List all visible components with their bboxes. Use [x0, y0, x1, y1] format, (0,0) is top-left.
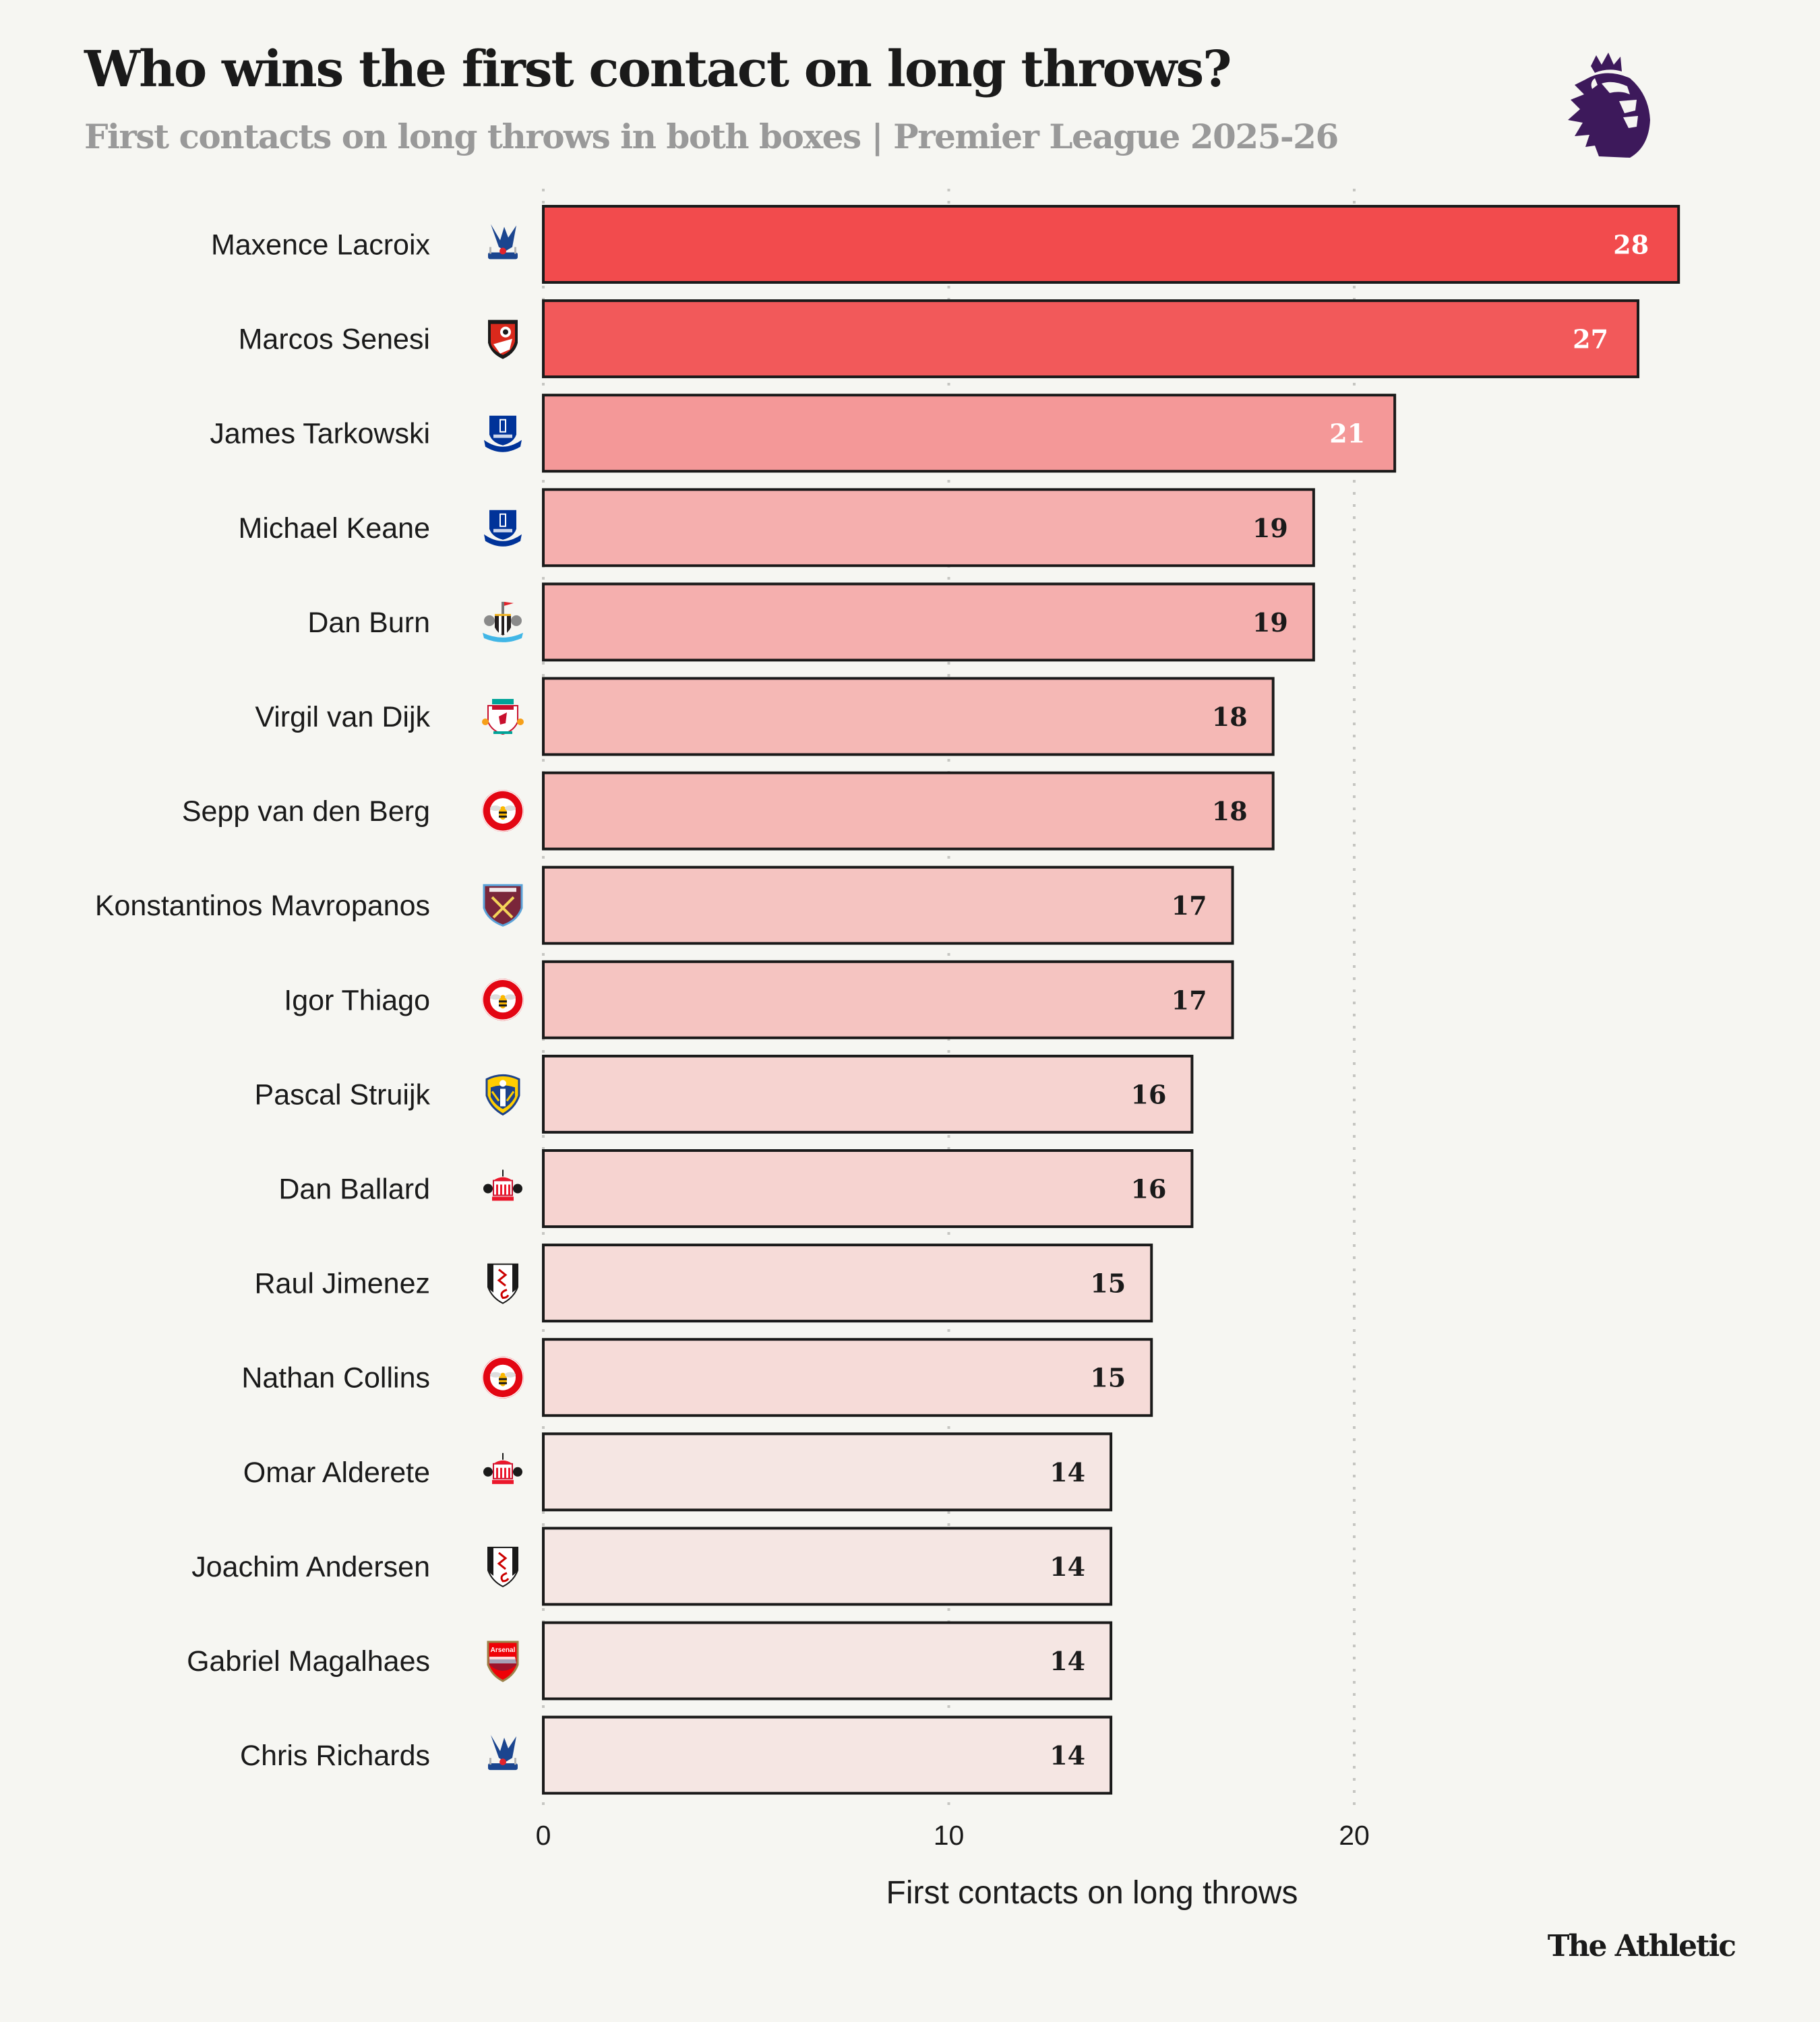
premier-league-lion-icon	[1568, 53, 1650, 158]
bar	[542, 960, 1234, 1039]
bar	[542, 1621, 1113, 1701]
bar	[542, 205, 1680, 284]
value-label: 14	[1050, 1552, 1085, 1582]
bar	[542, 582, 1315, 662]
bar	[542, 299, 1640, 379]
bar	[542, 1244, 1153, 1323]
player-name: Sepp van den Berg	[182, 795, 430, 828]
x-axis-title: First contacts on long throws	[886, 1875, 1298, 1911]
club-logos: Arsenal	[482, 224, 524, 1771]
bar	[542, 865, 1234, 945]
value-label: 21	[1329, 419, 1365, 449]
chart-title: Who wins the first contact on long throw…	[84, 40, 1232, 98]
value-label: 15	[1090, 1363, 1126, 1393]
brentford-crest-icon	[482, 1356, 524, 1399]
brentford-crest-icon	[482, 979, 524, 1021]
value-label: 28	[1613, 230, 1649, 260]
value-label: 18	[1212, 702, 1248, 732]
bournemouth-crest-icon	[488, 319, 518, 359]
player-name: Gabriel Magalhaes	[187, 1645, 430, 1678]
everton-crest-icon	[484, 510, 522, 547]
player-name: Pascal Struijk	[255, 1078, 431, 1111]
value-label: 14	[1050, 1740, 1085, 1771]
player-name: Omar Alderete	[243, 1457, 430, 1489]
everton-crest-icon	[484, 415, 522, 452]
leeds-crest-icon	[485, 1074, 520, 1116]
x-tick-label: 0	[536, 1820, 551, 1851]
fulham-crest-icon	[487, 1546, 518, 1588]
player-name: Dan Ballard	[278, 1173, 430, 1206]
x-tick-label: 20	[1339, 1820, 1370, 1851]
sunderland-crest-icon	[483, 1169, 522, 1201]
value-label: 14	[1050, 1457, 1085, 1488]
value-label: 17	[1172, 985, 1207, 1015]
player-name: Michael Keane	[239, 512, 430, 545]
bar	[542, 394, 1397, 473]
value-label: 19	[1252, 513, 1288, 543]
value-label: 15	[1090, 1268, 1126, 1299]
value-label: 17	[1172, 890, 1207, 921]
crystal-palace-crest-icon	[488, 1735, 518, 1771]
bar	[542, 1715, 1113, 1795]
player-name: Chris Richards	[240, 1740, 430, 1772]
value-label: 14	[1050, 1646, 1085, 1676]
value-labels: 28 27 21 19 19 18 18 17 17 16 16 15 15 14 14 14 14	[1050, 230, 1649, 1771]
player-name: James Tarkowski	[210, 418, 430, 450]
value-label: 18	[1212, 796, 1248, 826]
bar	[542, 1054, 1194, 1134]
player-name: Konstantinos Mavropanos	[95, 890, 430, 922]
bar	[542, 1338, 1153, 1417]
chart-subtitle: First contacts on long throws in both bo…	[84, 117, 1339, 156]
the-athletic-logo: The Athletic	[1547, 1929, 1736, 1963]
fulham-crest-icon	[487, 1263, 518, 1304]
player-name: Virgil van Dijk	[255, 701, 430, 733]
bar	[542, 771, 1275, 851]
bar	[542, 1527, 1113, 1606]
player-names: Maxence Lacroix Marcos Senesi James Tarkow…	[95, 229, 431, 1773]
x-axis-ticks: 0 10 20	[536, 1820, 1370, 1851]
liverpool-crest-icon	[482, 699, 524, 735]
brentford-crest-icon	[482, 790, 524, 832]
player-name: Nathan Collins	[241, 1362, 430, 1395]
bar	[542, 488, 1315, 568]
bars	[542, 205, 1680, 1795]
player-name: Dan Burn	[307, 607, 430, 639]
svg-text:Arsenal: Arsenal	[491, 1647, 516, 1654]
player-name: Raul Jimenez	[255, 1268, 431, 1300]
value-label: 16	[1131, 1079, 1167, 1109]
bar	[542, 1432, 1113, 1512]
player-name: Joachim Andersen	[191, 1551, 430, 1583]
player-name: Maxence Lacroix	[211, 229, 431, 262]
west-ham-crest-icon	[483, 884, 523, 927]
player-name: Igor Thiago	[284, 984, 430, 1016]
newcastle-crest-icon	[483, 601, 523, 642]
value-label: 27	[1573, 324, 1608, 355]
value-label: 16	[1131, 1174, 1167, 1204]
bar	[542, 677, 1275, 756]
arsenal-crest-icon: Arsenal	[487, 1641, 519, 1682]
x-tick-label: 10	[934, 1820, 965, 1851]
crystal-palace-crest-icon	[488, 224, 518, 259]
player-name: Marcos Senesi	[239, 324, 430, 356]
value-label: 19	[1252, 607, 1288, 638]
sunderland-crest-icon	[483, 1452, 522, 1484]
bar	[542, 1149, 1194, 1228]
